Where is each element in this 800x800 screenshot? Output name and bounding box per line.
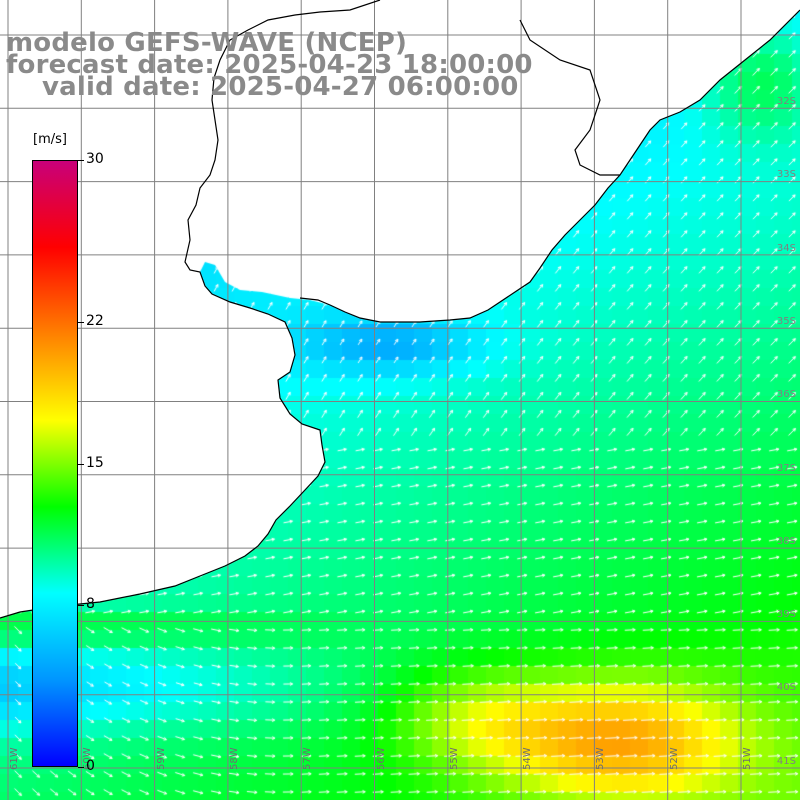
lat-label: 41S bbox=[776, 755, 796, 767]
lon-label: 54W bbox=[522, 747, 534, 770]
colorbar-tick-label: 30 bbox=[86, 151, 104, 167]
colorbar-tick-mark bbox=[78, 463, 84, 465]
lat-label: 38S bbox=[776, 535, 796, 547]
lat-label: 37S bbox=[776, 462, 796, 474]
lat-label: 39S bbox=[776, 609, 796, 621]
lat-label: 34S bbox=[776, 242, 796, 254]
lon-label: 53W bbox=[595, 747, 607, 770]
lon-label: 61W bbox=[9, 747, 20, 770]
lat-label: 36S bbox=[776, 389, 796, 401]
coastline-west bbox=[0, 0, 381, 619]
lon-label: 58W bbox=[228, 747, 240, 770]
colorbar-tick-mark bbox=[78, 160, 84, 161]
lat-label: 32S bbox=[776, 96, 796, 107]
lon-label: 51W bbox=[742, 747, 753, 770]
colorbar-tick-mark bbox=[78, 767, 84, 768]
border-line bbox=[519, 19, 620, 176]
lat-label: 33S bbox=[776, 169, 796, 181]
colorbar-tick-mark bbox=[78, 321, 84, 323]
lon-label: 59W bbox=[155, 747, 167, 770]
lon-label: 55W bbox=[448, 747, 460, 770]
lon-label: 57W bbox=[302, 747, 314, 770]
coastline-east bbox=[299, 9, 800, 323]
lat-label: 40S bbox=[776, 682, 796, 694]
colorbar-tick-mark bbox=[78, 605, 84, 607]
colorbar-tick-label: 0 bbox=[86, 758, 95, 774]
colorbar-tick-label: 15 bbox=[86, 454, 104, 471]
lat-label: 35S bbox=[776, 315, 796, 327]
lon-label: 52W bbox=[668, 747, 680, 770]
colorbar bbox=[32, 160, 78, 767]
lon-label: 56W bbox=[375, 747, 387, 770]
colorbar-unit: [m/s] bbox=[33, 132, 67, 147]
valid-date: valid date: 2025-04-27 06:00:00 bbox=[42, 72, 519, 102]
colorbar-tick-label: 8 bbox=[86, 596, 95, 613]
colorbar-tick-label: 22 bbox=[86, 312, 104, 329]
model-title: modelo GEFS-WAVE (NCEP) bbox=[6, 28, 408, 58]
forecast-date: forecast date: 2025-04-23 18:00:00 bbox=[6, 50, 533, 80]
coastline bbox=[0, 0, 800, 619]
